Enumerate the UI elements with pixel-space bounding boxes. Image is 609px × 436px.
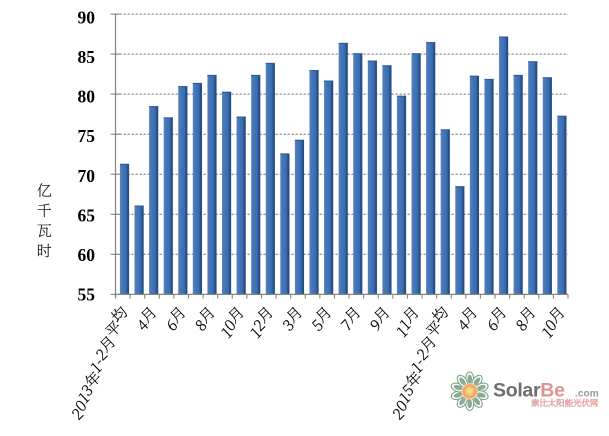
svg-text:90: 90 xyxy=(78,8,96,28)
svg-text:70: 70 xyxy=(78,166,96,186)
svg-text:SolarBe: SolarBe xyxy=(493,380,565,402)
svg-text:75: 75 xyxy=(78,126,96,146)
svg-text:65: 65 xyxy=(78,205,96,225)
svg-text:80: 80 xyxy=(78,87,96,107)
svg-text:.com: .com xyxy=(575,388,599,399)
svg-text:55: 55 xyxy=(78,284,96,304)
svg-text:60: 60 xyxy=(78,245,96,265)
svg-text:85: 85 xyxy=(78,47,96,67)
